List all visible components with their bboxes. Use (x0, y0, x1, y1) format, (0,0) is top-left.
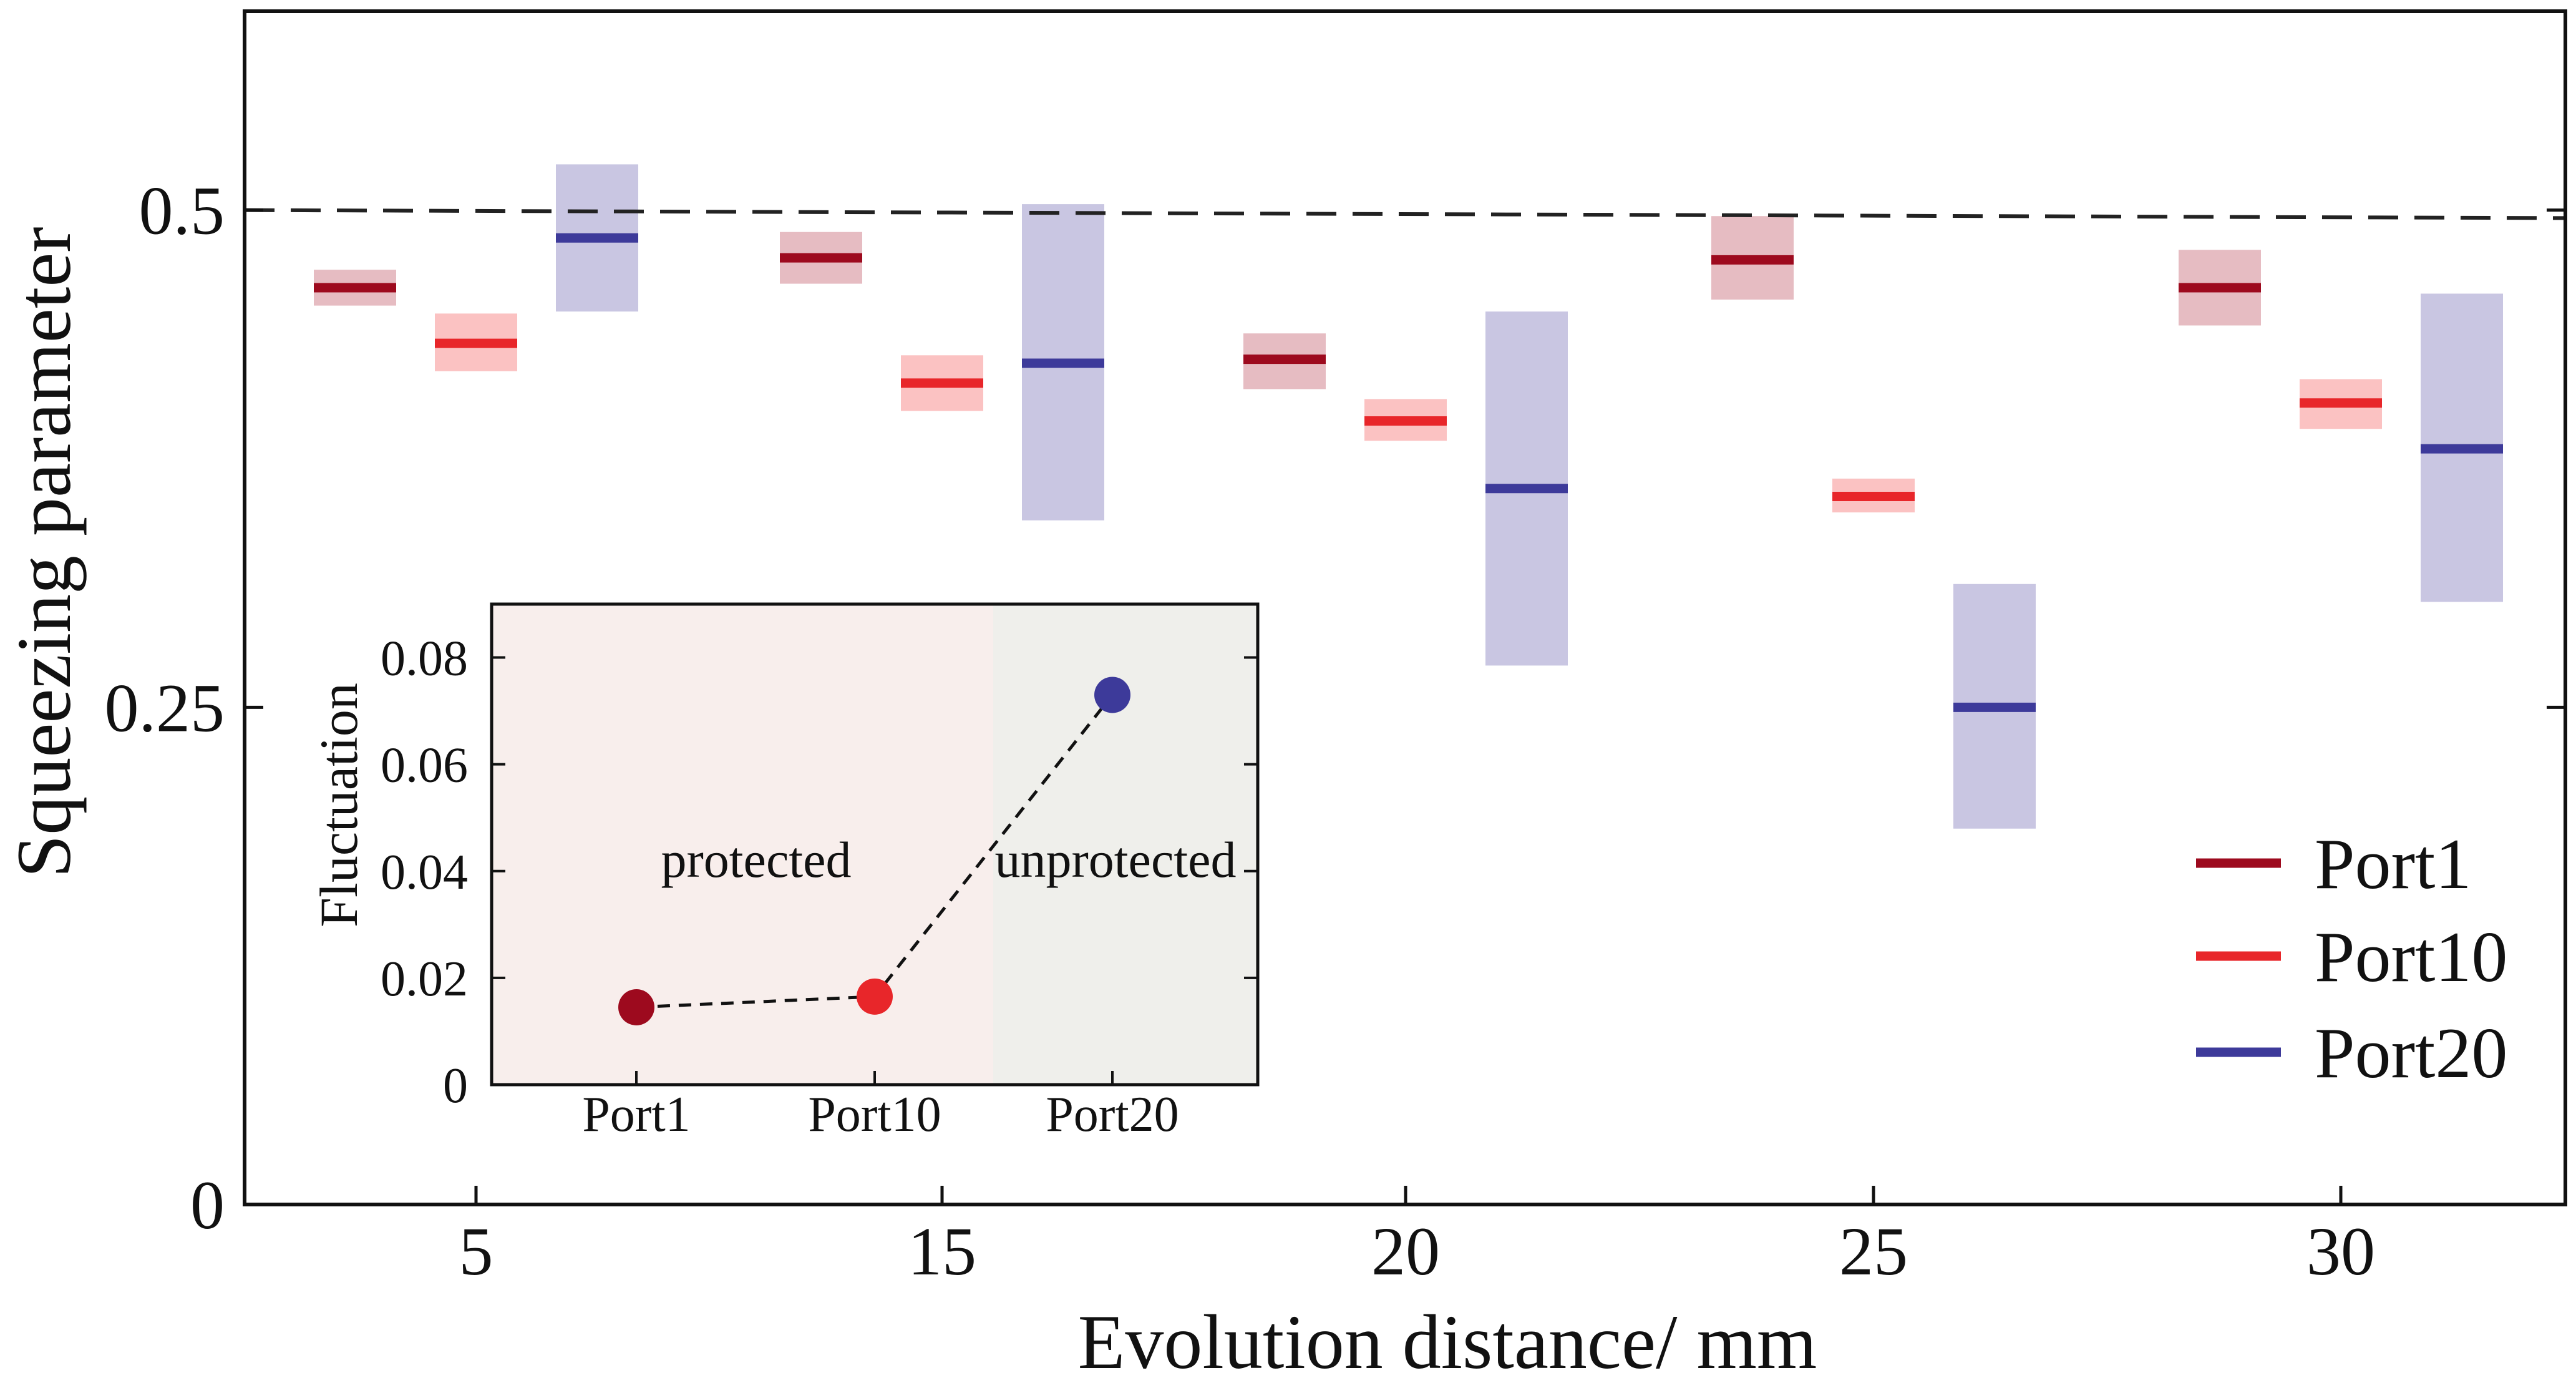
inset-point-port10 (857, 978, 893, 1015)
main-y-axis: 0 0.25 0.5 (105, 173, 2565, 1243)
x-tick-label: 15 (908, 1213, 976, 1289)
x-tick-label: 20 (1371, 1213, 1440, 1289)
x-tick-label: 30 (2306, 1213, 2375, 1289)
main-mean-markers (314, 233, 2503, 712)
legend-label-port1: Port1 (2315, 824, 2471, 904)
inset-x-axis: Port1 Port10 Port20 (582, 1071, 1179, 1142)
legend-label-port10: Port10 (2315, 917, 2507, 997)
inset-x-tick-label: Port1 (582, 1087, 690, 1142)
inset-region-protected (492, 604, 993, 1085)
inset-point-port1 (618, 989, 654, 1025)
main-x-axis: 5 15 20 25 30 (459, 1186, 2375, 1289)
inset-y-axis-title: Fluctuation (309, 683, 369, 927)
inset-points (618, 677, 1130, 1025)
inset-plot-frame (490, 602, 1260, 1087)
y-tick-label: 0.25 (105, 670, 225, 746)
inset-region-label-protected: protected (661, 831, 851, 888)
legend-label-port20: Port20 (2315, 1014, 2507, 1093)
reference-dashed-line (244, 208, 2566, 220)
inset-y-tick-label: 0.08 (381, 632, 468, 687)
x-axis-title: Evolution distance/ mm (1078, 1299, 1817, 1378)
inset-x-tick-label: Port20 (1046, 1087, 1179, 1142)
inset-y-tick-label: 0 (443, 1058, 468, 1113)
inset-fluctuation-chart: protected unprotected 0 0.02 0.04 0.06 0.08 P… (309, 602, 1260, 1142)
inset-y-tick-label: 0.02 (381, 952, 468, 1007)
y-tick-label: 0.5 (139, 173, 225, 249)
y-axis-title: Squeezing parameter (1, 227, 87, 877)
y-tick-label: 0 (190, 1167, 225, 1243)
inset-point-port20 (1094, 677, 1130, 713)
inset-y-tick-label: 0.04 (381, 845, 468, 900)
inset-y-axis: 0 0.02 0.04 0.06 0.08 (381, 632, 1258, 1113)
legend: Port1 Port10 Port20 (2196, 824, 2507, 1093)
inset-region-label-unprotected: unprotected (994, 831, 1236, 888)
inset-y-tick-label: 0.06 (381, 738, 468, 793)
x-tick-label: 5 (459, 1213, 493, 1289)
inset-x-tick-label: Port10 (808, 1087, 941, 1142)
x-tick-label: 25 (1839, 1213, 1908, 1289)
